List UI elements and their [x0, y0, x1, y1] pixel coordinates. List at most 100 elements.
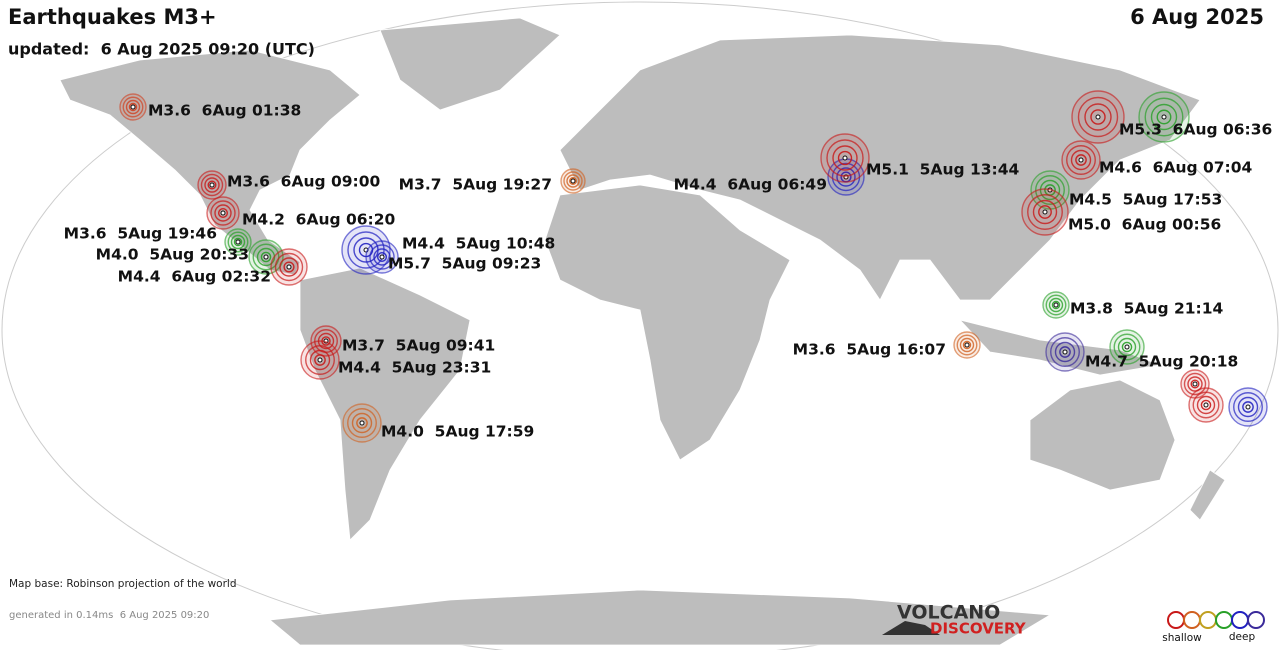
marker-center [842, 155, 848, 161]
marker-ring [207, 180, 217, 190]
marker-ring [1048, 297, 1064, 313]
marker-ring [1237, 396, 1259, 418]
quake-marker [1188, 387, 1224, 423]
marker-ring [314, 354, 326, 366]
marker-ring [1190, 379, 1200, 389]
marker-ring [1084, 103, 1112, 131]
marker-center [1192, 381, 1198, 387]
marker-ring [351, 412, 373, 434]
quake-label: M4.4 6Aug 06:49 [674, 176, 827, 194]
quake-marker [1021, 188, 1069, 236]
legend-swatch [1167, 611, 1185, 629]
marker-ring [125, 99, 141, 115]
quake-label: M4.4 5Aug 23:31 [338, 359, 491, 377]
logo-line1: VOLCANO [897, 602, 1000, 624]
marker-ring [128, 102, 138, 112]
quake-label: M3.6 6Aug 01:38 [148, 102, 301, 120]
quake-marker [300, 340, 340, 380]
quake-marker [1061, 140, 1101, 180]
quake-marker [1109, 329, 1145, 365]
legend-swatch [1183, 611, 1201, 629]
marker-ring [210, 200, 236, 226]
quake-marker [827, 158, 865, 196]
quake-label: M4.6 6Aug 07:04 [1099, 159, 1253, 177]
greenland [379, 17, 561, 111]
marker-ring [347, 231, 385, 269]
unlabeled-markers [1071, 90, 1268, 427]
logo: VOLCANO DISCOVERY [882, 602, 1027, 638]
marker-ring [1038, 205, 1052, 219]
quake-marker [224, 228, 252, 256]
marker-ring [1121, 341, 1133, 353]
marker-center [570, 178, 576, 184]
marker-ring [1070, 149, 1092, 171]
marker-center [964, 342, 970, 348]
quake-label: M4.4 6Aug 02:32 [118, 268, 271, 286]
australia [1029, 379, 1176, 491]
marker-ring [959, 337, 975, 353]
marker-ring [356, 417, 368, 429]
marker-center [286, 264, 292, 270]
date: 6 Aug 2025 [1130, 5, 1264, 29]
legend-shallow: shallow [1162, 632, 1202, 644]
quake-label: M5.0 6Aug 00:56 [1068, 216, 1221, 234]
title: Earthquakes M3+ [8, 5, 217, 29]
quake-label: M5.3 6Aug 06:36 [1119, 121, 1272, 139]
quake-marker [119, 93, 147, 121]
quake-label: M3.6 6Aug 09:00 [227, 173, 381, 191]
quake-label: M4.0 5Aug 17:59 [381, 423, 534, 441]
quake-marker [560, 168, 586, 194]
marker-ring [563, 171, 583, 191]
legend-swatch [1247, 611, 1265, 629]
marker-ring [832, 145, 858, 171]
legend-swatch [1231, 611, 1249, 629]
quake-marker [953, 331, 981, 359]
marker-center [1124, 344, 1130, 350]
legend-deep: deep [1229, 631, 1256, 643]
marker-ring [122, 96, 144, 118]
marker-ring [309, 349, 331, 371]
quake-marker [342, 403, 382, 443]
marker-center [130, 104, 136, 110]
marker-ring [347, 408, 377, 438]
quake-label: M3.6 5Aug 16:07 [793, 341, 946, 359]
marker-center [379, 254, 385, 260]
new-zealand [1189, 469, 1226, 521]
marker-ring [1144, 97, 1184, 137]
marker-ring [1051, 300, 1061, 310]
logo-volcano [882, 621, 940, 635]
quake-label: M4.2 6Aug 06:20 [242, 211, 396, 229]
marker-ring [260, 251, 272, 263]
quake-layer: M3.6 6Aug 01:38 M3.6 6Aug 09:00 M4.2 6Aug … [64, 91, 1272, 443]
marker-ring [376, 251, 388, 263]
marker-ring [1032, 199, 1058, 225]
marker-ring [1242, 401, 1254, 413]
quake-marker [365, 240, 399, 274]
updated: updated: 6 Aug 2025 09:20 (UTC) [8, 40, 315, 59]
quake-marker [206, 196, 240, 230]
marker-ring [1196, 395, 1216, 415]
marker-ring [1200, 399, 1212, 411]
eurasia [559, 34, 1201, 301]
marker-ring [230, 234, 246, 250]
marker-ring [214, 204, 232, 222]
quake-label: M5.1 5Aug 13:44 [866, 161, 1020, 179]
marker-ring [283, 261, 295, 273]
marker-ring [279, 257, 299, 277]
marker-ring [569, 177, 577, 185]
legend-swatch [1199, 611, 1217, 629]
marker-ring [274, 252, 304, 282]
marker-center [1053, 302, 1059, 308]
antarctica [269, 589, 1052, 646]
marker-ring [1183, 372, 1207, 396]
quake-label: M3.7 5Aug 09:41 [342, 337, 495, 355]
marker-ring [1113, 333, 1141, 361]
quake-marker [820, 133, 870, 183]
marker-ring [200, 173, 224, 197]
marker-ring [1233, 392, 1263, 422]
quake-marker [1042, 291, 1070, 319]
marker-ring [1035, 175, 1065, 205]
marker-ring [1090, 109, 1106, 125]
